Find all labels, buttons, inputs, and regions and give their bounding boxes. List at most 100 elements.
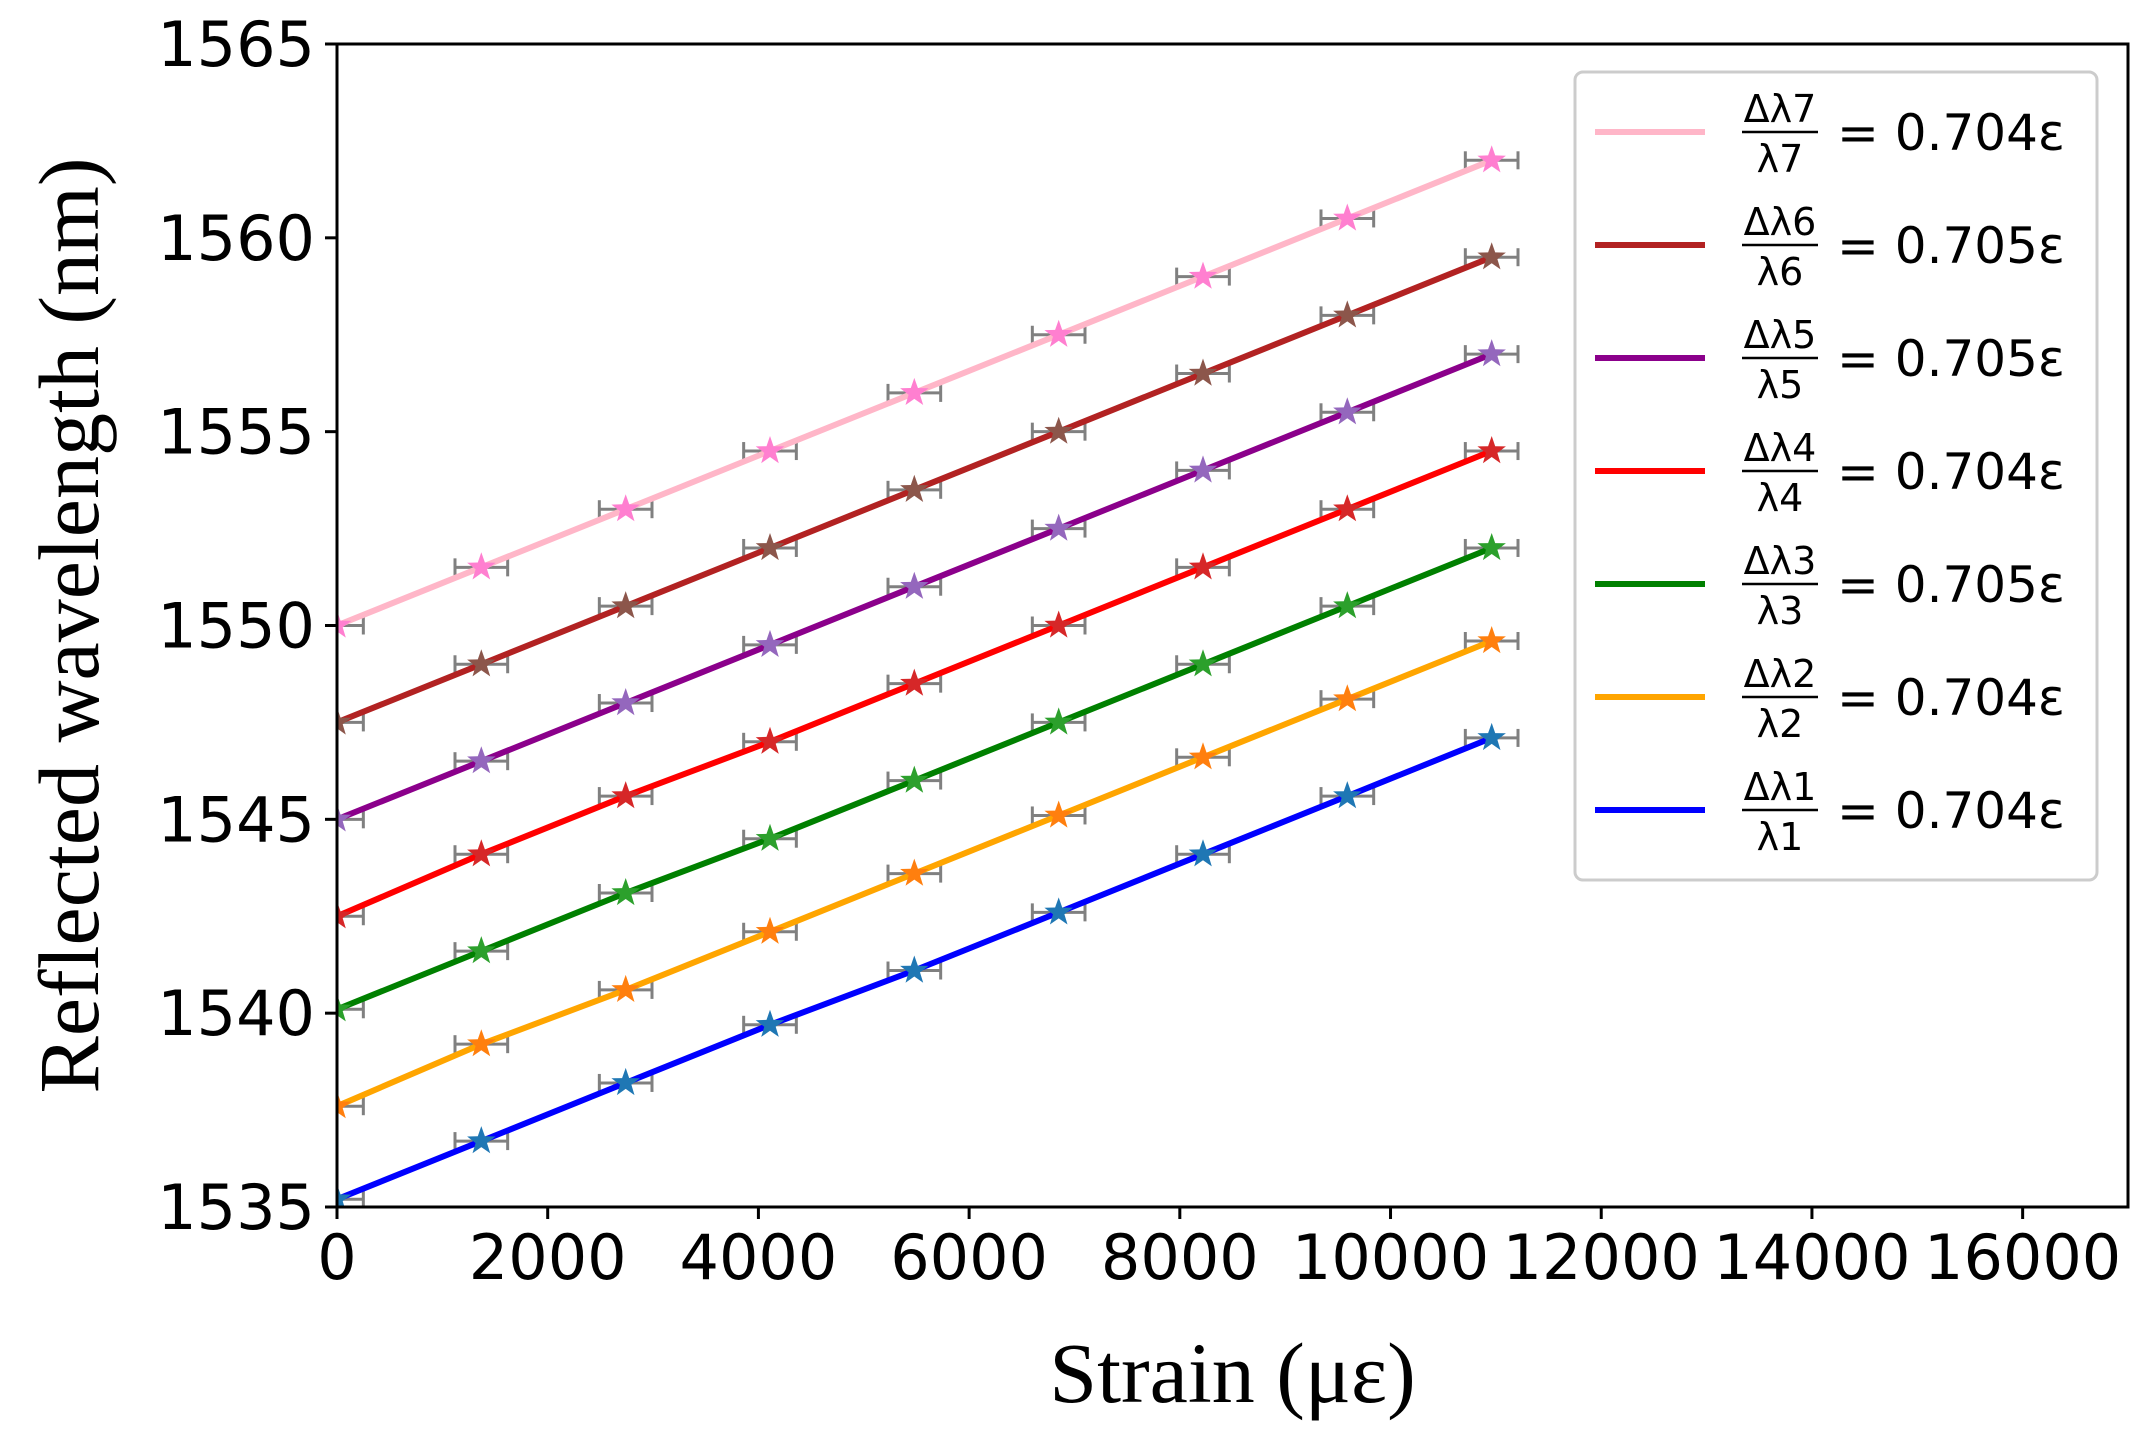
legend-numerator: Δλ4 bbox=[1744, 426, 1817, 470]
series-2 bbox=[337, 626, 1520, 1119]
data-point bbox=[1044, 897, 1073, 925]
data-point bbox=[611, 878, 640, 906]
data-point bbox=[337, 804, 352, 832]
data-point bbox=[755, 726, 785, 754]
x-tick-label: 0 bbox=[317, 1221, 356, 1294]
data-point bbox=[755, 1009, 785, 1037]
data-point bbox=[337, 610, 352, 638]
data-point bbox=[1188, 358, 1218, 386]
legend-numerator: Δλ1 bbox=[1744, 765, 1817, 809]
legend-equation: = 0.704ε bbox=[1837, 782, 2065, 840]
data-point bbox=[755, 533, 785, 561]
data-point bbox=[1044, 416, 1073, 444]
data-point bbox=[1044, 513, 1073, 541]
legend-equation: = 0.704ε bbox=[1837, 669, 2065, 727]
legend-numerator: Δλ5 bbox=[1744, 313, 1817, 357]
data-point bbox=[467, 746, 496, 774]
data-point bbox=[611, 494, 640, 522]
legend-denominator: λ1 bbox=[1757, 815, 1804, 859]
legend-entry: Δλ3 λ3 = 0.705ε bbox=[1595, 539, 2065, 633]
legend-entry: Δλ6 λ6 = 0.705ε bbox=[1595, 200, 2065, 294]
x-tick-label: 12000 bbox=[1503, 1221, 1700, 1294]
data-point bbox=[900, 474, 929, 502]
data-point bbox=[900, 858, 929, 886]
data-point bbox=[1333, 494, 1362, 522]
legend-equation: = 0.705ε bbox=[1837, 217, 2065, 275]
legend-denominator: λ2 bbox=[1757, 702, 1804, 746]
data-point bbox=[900, 668, 929, 696]
legend-numerator: Δλ6 bbox=[1744, 200, 1817, 244]
legend-box bbox=[1573, 70, 2099, 882]
data-point bbox=[1044, 319, 1073, 347]
data-point bbox=[1477, 533, 1506, 561]
x-axis-label: Strain (με) bbox=[1049, 1325, 1415, 1421]
series-5 bbox=[337, 339, 1520, 832]
data-point bbox=[1188, 552, 1218, 580]
data-point bbox=[467, 936, 496, 964]
y-tick-label: 1565 bbox=[157, 8, 315, 81]
x-tick-label: 14000 bbox=[1713, 1221, 1910, 1294]
data-point bbox=[1044, 610, 1073, 638]
legend-denominator: λ7 bbox=[1757, 137, 1804, 181]
x-tick-label: 4000 bbox=[680, 1221, 838, 1294]
series-1 bbox=[337, 722, 1520, 1207]
data-point bbox=[900, 955, 929, 983]
error-bar bbox=[337, 907, 365, 926]
legend-equation: = 0.704ε bbox=[1837, 104, 2065, 162]
data-point bbox=[900, 765, 929, 793]
legend-entry: Δλ5 λ5 = 0.705ε bbox=[1595, 313, 2065, 407]
legend-denominator: λ6 bbox=[1757, 250, 1804, 294]
legend-numerator: Δλ2 bbox=[1744, 652, 1817, 696]
error-bar bbox=[337, 713, 365, 732]
data-point bbox=[337, 1184, 352, 1207]
legend-entry: Δλ2 λ2 = 0.704ε bbox=[1595, 652, 2065, 746]
data-point bbox=[1333, 397, 1362, 425]
data-point bbox=[755, 436, 785, 464]
data-point bbox=[337, 901, 352, 929]
legend-numerator: Δλ3 bbox=[1744, 539, 1817, 583]
data-point bbox=[1477, 339, 1506, 367]
data-point bbox=[1333, 591, 1362, 619]
legend-entry: Δλ1 λ1 = 0.704ε bbox=[1595, 765, 2065, 859]
legend-denominator: λ5 bbox=[1757, 363, 1804, 407]
series-7 bbox=[337, 145, 1520, 638]
data-point bbox=[1188, 455, 1218, 483]
y-tick-label: 1535 bbox=[157, 1171, 315, 1244]
data-point bbox=[1333, 781, 1362, 809]
x-tick-label: 2000 bbox=[469, 1221, 627, 1294]
data-point bbox=[1188, 261, 1218, 289]
data-point bbox=[1333, 300, 1362, 328]
data-point bbox=[755, 916, 785, 944]
legend-entry: Δλ7 λ7 = 0.704ε bbox=[1595, 87, 2065, 181]
data-point bbox=[1333, 203, 1362, 231]
y-tick-label: 1550 bbox=[157, 590, 315, 663]
y-tick-label: 1555 bbox=[157, 396, 315, 469]
y-tick-label: 1540 bbox=[157, 977, 315, 1050]
series-4 bbox=[337, 436, 1520, 929]
legend-denominator: λ4 bbox=[1757, 476, 1804, 520]
data-point bbox=[755, 629, 785, 657]
legend-entry: Δλ4 λ4 = 0.704ε bbox=[1595, 426, 2065, 520]
data-point bbox=[755, 823, 785, 851]
series-6 bbox=[337, 242, 1520, 735]
plot-frame bbox=[335, 42, 2130, 1209]
data-point bbox=[1188, 839, 1218, 867]
y-tick-label: 1545 bbox=[157, 783, 315, 856]
data-point bbox=[1477, 436, 1506, 464]
data-point bbox=[900, 377, 929, 405]
legend-denominator: λ3 bbox=[1757, 589, 1804, 633]
data-point bbox=[1044, 707, 1073, 735]
data-point bbox=[1477, 242, 1506, 270]
error-bar bbox=[337, 1190, 365, 1207]
data-point bbox=[1044, 800, 1073, 828]
data-point bbox=[337, 1091, 352, 1119]
x-tick-label: 6000 bbox=[890, 1221, 1048, 1294]
legend-equation: = 0.704ε bbox=[1837, 443, 2065, 501]
data-point bbox=[611, 688, 640, 716]
data-point bbox=[337, 707, 352, 735]
data-point bbox=[1188, 649, 1218, 677]
x-tick-label: 16000 bbox=[1924, 1221, 2121, 1294]
x-tick-label: 8000 bbox=[1101, 1221, 1259, 1294]
legend-equation: = 0.705ε bbox=[1837, 556, 2065, 614]
data-layer bbox=[337, 145, 1520, 1207]
